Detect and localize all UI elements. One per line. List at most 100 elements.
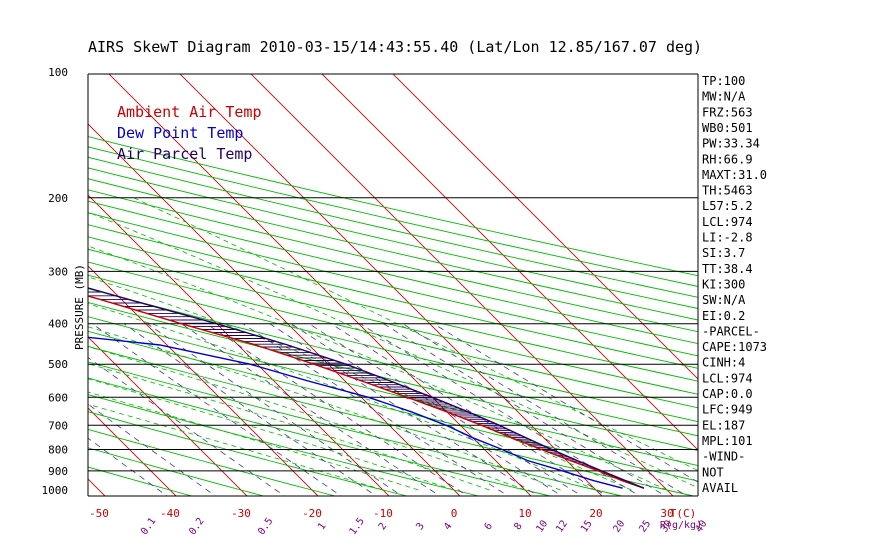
dry-adiabat-line <box>88 167 698 309</box>
mixing-ratio-label: R(g/kg) <box>660 520 702 531</box>
dry-adiabat-line <box>88 248 698 395</box>
index-entry: WB0:501 <box>702 121 753 135</box>
pressure-tick-label: 700 <box>48 419 68 432</box>
mixing-ratio-tick-label: 2 <box>377 521 389 532</box>
bottom-temp-tick-label: -30 <box>231 507 251 520</box>
isotherm-line <box>0 63 37 499</box>
mixing-ratio-tick-label: 3 <box>414 521 426 532</box>
pressure-tick-label: 500 <box>48 358 68 371</box>
mixing-ratio-tick-label: 6 <box>483 521 495 532</box>
dry-adiabat-line <box>88 261 698 409</box>
mixing-ratio-tick-label: 4 <box>442 521 454 532</box>
pressure-tick-label: 400 <box>48 318 68 331</box>
isotherm-line <box>88 194 390 496</box>
dry-adiabat-line <box>88 330 698 482</box>
bottom-temp-tick-label: -50 <box>89 507 109 520</box>
dry-adiabat-line <box>88 200 698 345</box>
mixing-ratio-tick-label: 25 <box>637 518 653 534</box>
index-entry: CAPE:1073 <box>702 340 767 354</box>
mixing-ratio-tick-label: 15 <box>579 518 595 534</box>
x-axis-label: T(C) <box>670 507 697 520</box>
dry-adiabat-line <box>88 316 698 467</box>
bottom-temp-tick-label: 20 <box>589 507 602 520</box>
dry-adiabat-line <box>88 236 698 382</box>
mixing-ratio-tick-label: 1 <box>316 521 328 532</box>
dry-adiabat-line <box>88 274 698 423</box>
dry-adiabat-line <box>88 301 698 451</box>
mixing-ratio-line <box>181 323 441 496</box>
mixing-ratio-tick-label: 0.5 <box>256 516 275 537</box>
index-entry: PW:33.34 <box>702 137 760 151</box>
isotherm-line <box>88 407 177 496</box>
legend-dew-point-temp: Dew Point Temp <box>117 124 243 142</box>
legend-ambient-air-temp: Ambient Air Temp <box>117 103 262 121</box>
bottom-temp-tick-label: 10 <box>518 507 531 520</box>
moist-adiabat-line <box>88 245 668 491</box>
index-entry: SI:3.7 <box>702 246 745 260</box>
pressure-tick-label: 900 <box>48 465 68 478</box>
dry-adiabat-line <box>88 447 266 496</box>
plot-grid <box>0 63 698 499</box>
index-entry: EL:187 <box>702 418 745 432</box>
index-entry: L57:5.2 <box>702 199 753 213</box>
index-entry: MPL:101 <box>702 434 753 448</box>
mixing-ratio-line <box>88 357 286 496</box>
index-entry: LFC:949 <box>702 403 753 417</box>
series-ambient-air-temp <box>88 295 645 489</box>
mixing-ratio-line <box>242 323 509 496</box>
chart-title: AIRS SkewT Diagram 2010-03-15/14:43:55.4… <box>88 38 702 56</box>
mixing-ratio-tick-label: 10 <box>534 518 550 534</box>
legend-air-parcel-temp: Air Parcel Temp <box>117 145 252 163</box>
mixing-ratio-line <box>360 323 641 496</box>
index-entry: TT:38.4 <box>702 262 753 276</box>
index-entry: CINH:4 <box>702 356 745 370</box>
index-entry: LI:-2.8 <box>702 231 753 245</box>
dry-adiabat-line <box>88 466 194 496</box>
isotherm-line <box>250 74 674 496</box>
index-entry: MAXT:31.0 <box>702 168 767 182</box>
pressure-tick-label: 100 <box>48 66 68 79</box>
pressure-level-lines <box>88 197 698 472</box>
mixing-ratio-line <box>147 323 403 496</box>
index-entry: LCL:974 <box>702 215 753 229</box>
moist-adiabat-line <box>88 346 526 491</box>
pressure-tick-label: 800 <box>48 444 68 457</box>
dry-adiabat-line <box>88 136 698 277</box>
index-entry: LCL:974 <box>702 371 753 385</box>
mixing-ratio-line <box>383 323 667 496</box>
mixing-ratio-tick-label: 1.5 <box>348 516 367 537</box>
dry-adiabat-line <box>88 224 698 369</box>
index-entry: CAP:0.0 <box>702 387 753 401</box>
pressure-tick-label: 600 <box>48 391 68 404</box>
isotherm-line <box>392 74 698 380</box>
mixing-ratio-line <box>206 323 469 496</box>
index-entry: MW:N/A <box>702 90 746 104</box>
isotherm-line <box>88 336 248 496</box>
index-entry: EI:0.2 <box>702 309 745 323</box>
index-entry: TH:5463 <box>702 184 753 198</box>
dry-adiabat-line <box>88 394 481 496</box>
isotherm-line <box>88 123 461 496</box>
dry-adiabat-line <box>88 156 698 298</box>
sounding-series <box>88 287 645 489</box>
bottom-temp-tick-label: -40 <box>160 507 180 520</box>
mixing-ratio-line <box>123 323 377 496</box>
bottom-temp-tick-label: 30 <box>660 507 673 520</box>
mixing-ratio-line <box>330 323 608 496</box>
index-entry: KI:300 <box>702 278 745 292</box>
mixing-ratio-tick-label: 0.2 <box>187 516 206 537</box>
dry-adiabat-line <box>88 178 698 321</box>
isotherm-line <box>179 74 603 496</box>
mixing-ratio-line <box>402 323 688 496</box>
dry-adiabat-line <box>88 377 552 496</box>
moist-adiabat-line <box>88 403 384 491</box>
index-entry: TP:100 <box>702 74 745 88</box>
mixing-ratio-tick-label: 20 <box>611 518 627 534</box>
dry-adiabat-line <box>88 411 409 496</box>
pressure-tick-label: 300 <box>48 265 68 278</box>
series-air-parcel-temp <box>88 287 645 489</box>
mixing-ratio-line <box>269 323 539 496</box>
mixing-ratio-line <box>88 437 168 496</box>
